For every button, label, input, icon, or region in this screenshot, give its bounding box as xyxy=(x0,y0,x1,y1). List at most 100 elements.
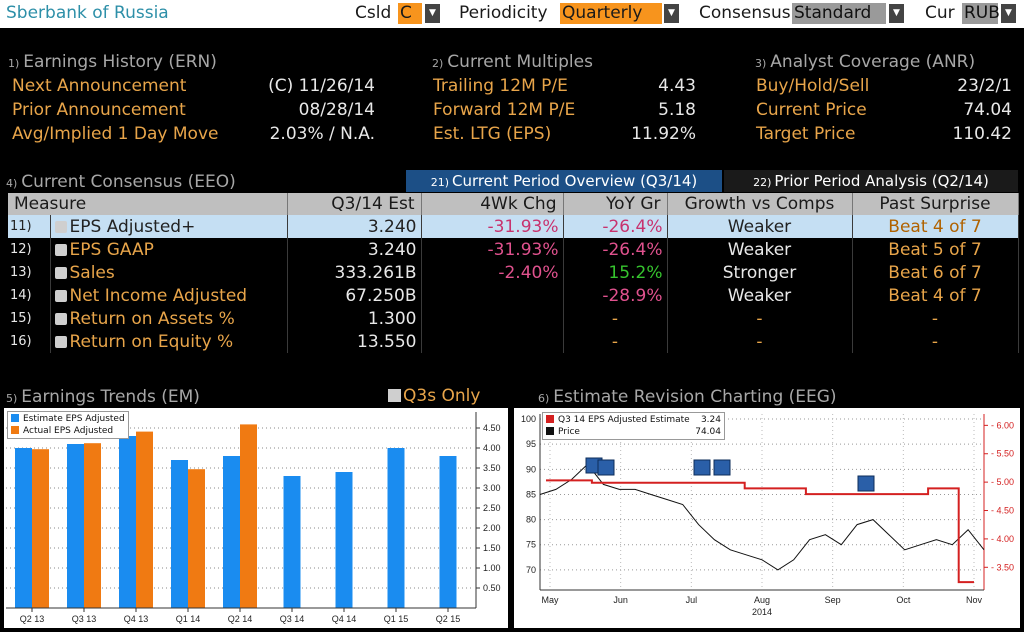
currency-dropdown-icon[interactable]: ▼ xyxy=(1001,4,1016,23)
x-tick-label: Q3 14 xyxy=(280,614,305,624)
consensus-dropdown-icon[interactable]: ▼ xyxy=(889,4,904,23)
earnings-trends-title[interactable]: 5) Earnings Trends (EM) xyxy=(6,387,200,407)
x-tick-label: Jul xyxy=(686,595,698,605)
x-tick-label: Q1 15 xyxy=(384,614,409,624)
periodicity-dropdown-icon[interactable]: ▼ xyxy=(664,4,679,23)
analyst-coverage-title-text: Analyst Coverage (ANR) xyxy=(770,52,976,72)
estimate-value: 1.300 xyxy=(287,307,422,330)
consensus-table: Measure Q3/14 Est 4Wk Chg YoY Gr Growth … xyxy=(8,193,1019,353)
estimate-value: 3.240 xyxy=(287,215,422,238)
measure-text: EPS GAAP xyxy=(69,239,154,260)
revision-marker xyxy=(597,459,615,476)
bar-estimate xyxy=(119,436,136,608)
target-price-value: 110.42 xyxy=(952,124,1012,144)
measure-text: Net Income Adjusted xyxy=(69,285,248,306)
csld-dropdown-icon[interactable]: ▼ xyxy=(425,4,440,23)
currency-select[interactable]: RUB xyxy=(962,3,1000,24)
row-number: 12) xyxy=(8,238,51,261)
table-row[interactable]: 15) Return on Assets % 1.300 - - - xyxy=(8,307,1019,330)
buy-hold-sell-label: Buy/Hold/Sell xyxy=(756,76,870,96)
analyst-coverage-title[interactable]: 3) Analyst Coverage (ANR) xyxy=(755,52,975,72)
growth-vs-comps: Weaker xyxy=(667,215,853,238)
prior-announcement-label: Prior Announcement xyxy=(12,100,186,120)
tab-current-period-overview[interactable]: 21) Current Period Overview (Q3/14) xyxy=(406,170,722,192)
current-multiples-title[interactable]: 2) Current Multiples xyxy=(432,52,593,72)
legend-item-estimate-name: Q3 14 EPS Adjusted Estimate xyxy=(546,414,690,426)
y-tick-label: 3.50 xyxy=(483,463,501,473)
y-tick-label: 2.50 xyxy=(483,503,501,513)
measure-text: Return on Assets % xyxy=(69,308,235,329)
measure-name[interactable]: EPS Adjusted+ xyxy=(50,215,288,238)
earnings-history-title[interactable]: 1) Earnings History (ERN) xyxy=(8,52,217,72)
x-tick-label: Sep xyxy=(825,595,841,605)
4wk-change: -31.93% xyxy=(421,238,564,261)
y-tick-label: 4.00 xyxy=(483,443,501,453)
earnings-trends-title-text: Earnings Trends (EM) xyxy=(21,387,200,407)
row-bullet-icon xyxy=(54,335,67,348)
bar-estimate xyxy=(171,460,188,608)
column-header-past-surprise[interactable]: Past Surprise xyxy=(852,193,1019,215)
column-header-estimate[interactable]: Q3/14 Est xyxy=(287,193,422,215)
column-header-yoy-gr[interactable]: YoY Gr xyxy=(563,193,668,215)
measure-name[interactable]: EPS GAAP xyxy=(50,238,288,261)
y-tick-label: 3.00 xyxy=(483,483,501,493)
checkbox-icon[interactable] xyxy=(388,389,401,402)
estimate-revision-title[interactable]: 6) Estimate Revision Charting (EEG) xyxy=(538,387,837,407)
legend-item-actual: Actual EPS Adjusted xyxy=(11,425,125,437)
bar-estimate xyxy=(387,448,405,608)
security-name[interactable]: Sberbank of Russia xyxy=(6,3,169,23)
q3s-only-label: Q3s Only xyxy=(403,386,481,406)
earnings-trends-chart: 0.50 1.00 1.50 2.00 2.50 3.00 3.50 4.00 4.50 Q2 1… xyxy=(4,408,508,628)
x-tick-label: Q2 14 xyxy=(228,614,253,624)
growth-vs-comps: - xyxy=(667,307,853,330)
legend-label-price: Price xyxy=(558,427,580,437)
section-number: 2) xyxy=(432,57,444,70)
left-y-tick-label: 90 xyxy=(526,464,536,474)
past-surprise: Beat 4 of 7 xyxy=(852,284,1019,307)
x-tick-label: Q3 13 xyxy=(72,614,97,624)
table-row[interactable]: 14) Net Income Adjusted 67.250B -28.9% W… xyxy=(8,284,1019,307)
trailing-pe-value: 4.43 xyxy=(658,76,696,96)
estimate-value: 3.240 xyxy=(287,238,422,261)
table-row[interactable]: 12) EPS GAAP 3.240 -31.93% -26.4% Weaker… xyxy=(8,238,1019,261)
tab-current-period-label: Current Period Overview (Q3/14) xyxy=(452,172,698,190)
table-row[interactable]: 11) EPS Adjusted+ 3.240 -31.93% -26.4% W… xyxy=(8,215,1019,238)
bar-actual xyxy=(84,443,101,608)
growth-vs-comps: - xyxy=(667,330,853,353)
row-bullet-icon xyxy=(54,220,67,233)
x-tick-label: May xyxy=(541,595,559,605)
prior-announcement-value: 08/28/14 xyxy=(298,100,375,120)
measure-name[interactable]: Net Income Adjusted xyxy=(50,284,288,307)
past-surprise: - xyxy=(852,307,1019,330)
table-row[interactable]: 16) Return on Equity % 13.550 - - - xyxy=(8,330,1019,353)
column-header-4wk-chg[interactable]: 4Wk Chg xyxy=(421,193,564,215)
row-number: 11) xyxy=(8,215,51,238)
4wk-change xyxy=(421,307,564,330)
left-y-tick-label: 70 xyxy=(526,565,536,575)
tab-prior-period-label: Prior Period Analysis (Q2/14) xyxy=(774,172,989,190)
tab-prior-period-analysis[interactable]: 22) Prior Period Analysis (Q2/14) xyxy=(724,170,1018,192)
yoy-growth: - xyxy=(563,330,668,353)
measure-name[interactable]: Return on Assets % xyxy=(50,307,288,330)
csld-select[interactable]: C xyxy=(398,3,422,24)
legend-value-estimate: 3.24 xyxy=(700,415,721,425)
earnings-history-title-text: Earnings History (ERN) xyxy=(23,52,217,72)
left-y-tick-label: 85 xyxy=(526,489,536,499)
legend-label-actual: Actual EPS Adjusted xyxy=(23,426,114,436)
table-row[interactable]: 13) Sales 333.261B -2.40% 15.2% Stronger… xyxy=(8,261,1019,284)
current-price-value: 74.04 xyxy=(963,100,1012,120)
measure-name[interactable]: Sales xyxy=(50,261,288,284)
column-header-growth-vs-comps[interactable]: Growth vs Comps xyxy=(667,193,853,215)
revision-marker xyxy=(693,459,711,476)
section-number: 4) xyxy=(6,177,18,190)
consensus-select[interactable]: Standard xyxy=(792,3,886,24)
periodicity-select[interactable]: Quarterly xyxy=(560,3,662,24)
bar-estimate xyxy=(15,448,32,608)
current-consensus-title[interactable]: 4) Current Consensus (EEO) xyxy=(6,172,236,192)
measure-text: Sales xyxy=(69,262,115,283)
legend-item-estimate: Q3 14 EPS Adjusted Estimate 3.24 xyxy=(546,414,721,426)
column-header-measure[interactable]: Measure xyxy=(8,193,288,215)
measure-name[interactable]: Return on Equity % xyxy=(50,330,288,353)
q3s-only-toggle[interactable]: Q3s Only xyxy=(388,386,480,406)
x-tick-label: Aug xyxy=(754,595,770,605)
